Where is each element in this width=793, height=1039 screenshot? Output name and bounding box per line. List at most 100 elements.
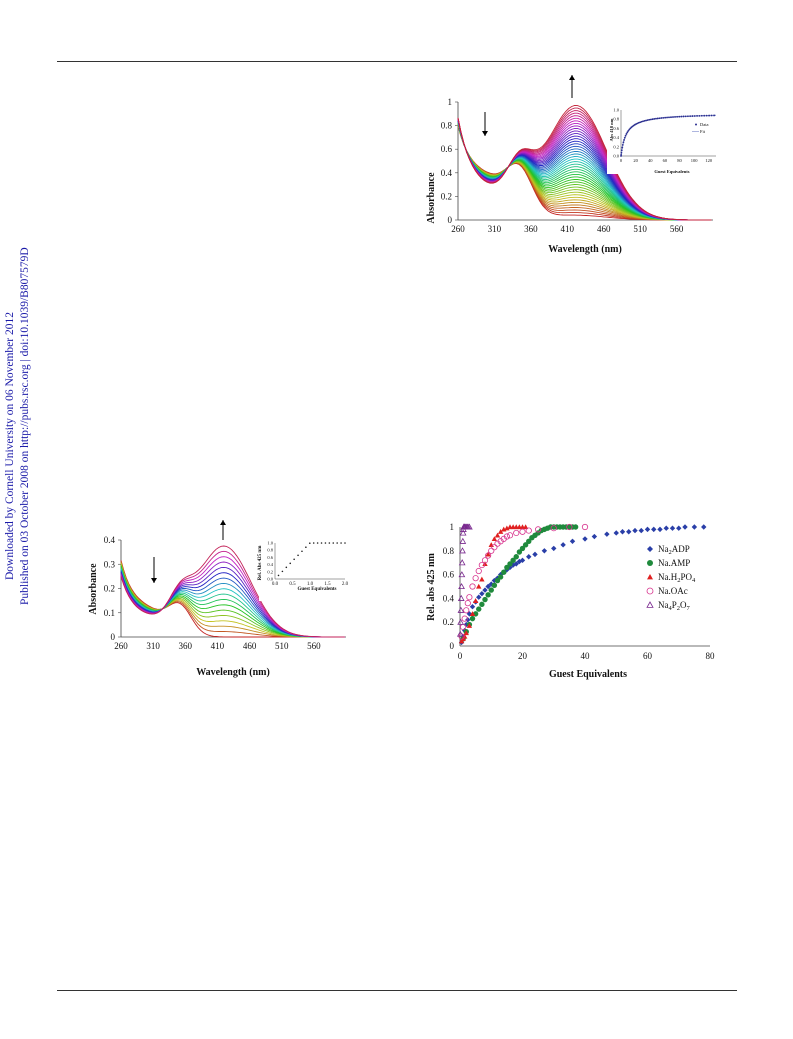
y-tick-label: 0.4	[441, 168, 453, 178]
y-tick-label: 0.4	[104, 535, 116, 545]
tick-labels: 260 310 360 410 460 510 560 0 0.1 0.2 0.3 0.4	[104, 535, 321, 651]
data-point	[482, 596, 488, 603]
inset-background	[259, 539, 349, 601]
y-tick-label: 0.6	[443, 570, 455, 580]
data-point	[488, 587, 494, 593]
inset-data-point	[672, 116, 674, 118]
data-point	[479, 590, 485, 597]
inset-data-point	[621, 143, 624, 146]
data-point	[519, 557, 526, 564]
data-point	[457, 618, 465, 625]
data-point	[482, 587, 488, 593]
plot-area	[118, 520, 346, 638]
data-point	[541, 548, 548, 554]
data-point	[651, 526, 657, 533]
data-point	[465, 523, 473, 530]
data-point	[522, 524, 529, 530]
data-point	[485, 583, 491, 590]
legend-label-part: Na.H	[658, 572, 678, 582]
data-point	[676, 525, 682, 531]
data-point	[682, 524, 688, 530]
data-point	[506, 532, 514, 539]
inset-data-point	[696, 115, 698, 117]
uv-vis-titration-chart-small: 260 310 360 410 460 510 560 0 0.1 0.2 0.3 0.4 Wavel…	[88, 520, 349, 678]
inset-y-tick-label: 0.2	[267, 569, 273, 574]
inset-data-point	[623, 136, 626, 139]
inset-y-label: Rel. Abs 425 nm	[258, 545, 263, 581]
data-point	[472, 575, 479, 582]
legend-label-part: 4	[692, 577, 696, 584]
inset-x-label: Guest Equivalents	[297, 587, 336, 592]
data-point	[476, 606, 482, 612]
inset-legend-data-marker	[695, 123, 697, 126]
x-tick-label: 460	[597, 224, 611, 234]
data-point	[522, 542, 529, 548]
data-point	[572, 524, 579, 530]
legend-label: Na.OAc	[658, 586, 688, 596]
data-point	[560, 542, 566, 548]
x-tick-label: 260	[114, 641, 128, 651]
inset-x-tick-label: 1.5	[324, 582, 331, 587]
y-tick-label: 0.1	[104, 608, 115, 618]
data-point	[516, 558, 523, 565]
legend-label-part: Na	[658, 544, 669, 554]
inset-data-point	[643, 119, 646, 122]
legend-label-part: ADP	[672, 544, 690, 554]
data-point	[461, 615, 468, 622]
inset-y-tick-label: 0.4	[613, 135, 619, 140]
data-point	[669, 525, 676, 531]
inset-data-point	[691, 115, 694, 117]
data-point	[663, 525, 669, 531]
data-point	[457, 606, 465, 613]
y-tick-label: 0.4	[443, 593, 455, 603]
inset-data-point	[674, 116, 676, 118]
inset-y-tick-label: 0.0	[267, 577, 273, 582]
inset-data-point	[700, 114, 703, 117]
download-watermark: Downloaded by Cornell University on 06 N…	[0, 0, 50, 1039]
data-point	[535, 526, 542, 533]
inset-data-point	[316, 542, 319, 544]
data-point	[632, 527, 638, 534]
y-tick-label: 0	[448, 215, 453, 225]
legend-label-part: 7	[687, 605, 691, 612]
data-point	[458, 582, 465, 590]
legend-label-part: Na.OAc	[658, 586, 688, 596]
inset-data-point	[705, 114, 708, 117]
data-point	[494, 577, 501, 584]
inset-data-point	[289, 562, 292, 565]
data-point	[551, 545, 557, 552]
inset-data-point	[293, 558, 295, 561]
data-point	[458, 559, 466, 566]
data-point	[463, 607, 470, 614]
inset-data-point	[648, 118, 651, 121]
inset-y-tick-label: 0.2	[613, 144, 619, 149]
data-point	[491, 536, 498, 542]
inset-data-point	[639, 121, 642, 124]
x-tick-label: 460	[243, 641, 257, 651]
legend-marker	[646, 601, 654, 608]
data-point	[513, 561, 519, 567]
inset-x-tick-label: 120	[705, 158, 713, 163]
inset-data-point	[645, 119, 647, 122]
data-point	[469, 611, 476, 617]
inset-data-point	[620, 149, 623, 152]
data-point	[510, 557, 516, 564]
data-point	[466, 594, 473, 601]
inset-y-tick-label: 0.4	[267, 562, 273, 567]
inset-data-point	[324, 542, 327, 544]
data-point	[479, 601, 485, 608]
inset-data-point	[301, 550, 303, 553]
inset-x-tick-label: 40	[648, 158, 653, 163]
x-axis-label: Guest Equivalents	[549, 669, 627, 680]
inset-data-point	[281, 570, 284, 573]
data-point	[526, 554, 532, 560]
inset-data-point	[636, 122, 639, 125]
inset-data-point	[655, 117, 657, 120]
inset-data-point	[332, 542, 335, 544]
y-tick-label: 0.2	[104, 584, 115, 594]
inset-data-point	[651, 118, 654, 121]
x-tick-label: 560	[670, 224, 684, 234]
inset-y-tick-label: 0.6	[267, 555, 273, 560]
inset-y-tick-label: 1.0	[267, 541, 273, 546]
